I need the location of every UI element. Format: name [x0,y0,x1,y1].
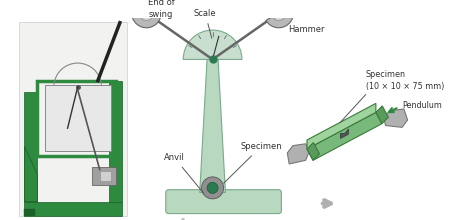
Wedge shape [207,182,218,193]
Wedge shape [201,177,224,199]
Wedge shape [183,30,242,59]
FancyBboxPatch shape [25,92,37,202]
Text: End of
swing: End of swing [148,0,175,18]
Wedge shape [266,6,293,28]
Text: Pendulum: Pendulum [402,101,442,110]
FancyBboxPatch shape [45,85,111,151]
Polygon shape [307,143,319,160]
Polygon shape [384,109,408,127]
Polygon shape [307,112,382,160]
Polygon shape [307,103,376,149]
Text: Anvil: Anvil [164,153,203,193]
Wedge shape [132,6,161,28]
Wedge shape [274,12,286,20]
FancyBboxPatch shape [19,22,127,216]
Text: Scale: Scale [194,9,217,38]
Polygon shape [287,144,310,164]
Polygon shape [25,147,37,202]
Polygon shape [376,106,388,124]
FancyBboxPatch shape [109,81,122,202]
FancyBboxPatch shape [100,171,111,181]
Wedge shape [139,12,153,20]
FancyBboxPatch shape [166,190,282,214]
Polygon shape [340,129,348,138]
Text: Specimen: Specimen [224,142,282,183]
FancyBboxPatch shape [25,209,36,216]
Polygon shape [200,59,226,192]
Text: Specimen
(10 × 10 × 75 mm): Specimen (10 × 10 × 75 mm) [366,70,444,91]
Text: Starting position: Starting position [0,219,1,220]
FancyBboxPatch shape [92,167,116,185]
Text: Hammer: Hammer [288,25,324,34]
FancyBboxPatch shape [25,202,122,216]
